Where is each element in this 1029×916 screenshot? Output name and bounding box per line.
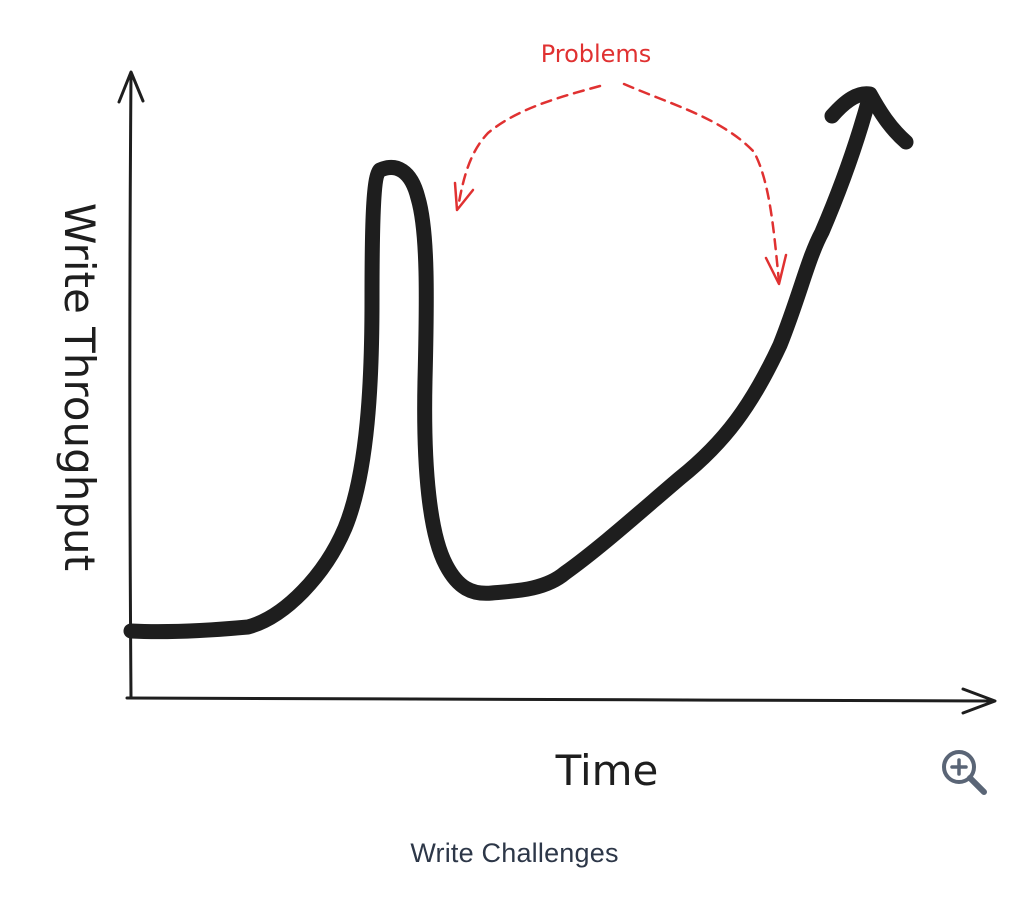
problem-arrowhead-right xyxy=(764,253,788,286)
x-axis xyxy=(125,687,997,715)
problem-arrowhead-left xyxy=(453,181,475,212)
problem-arrows xyxy=(453,82,788,286)
problems-label: Problems xyxy=(541,40,652,68)
x-axis-label: Time xyxy=(555,746,659,795)
problem-arrow-right xyxy=(622,82,781,284)
y-axis xyxy=(117,70,145,700)
throughput-curve xyxy=(123,86,914,640)
zoom-in-icon xyxy=(942,750,987,795)
problem-arrow-left xyxy=(456,84,602,210)
figure-caption: Write Challenges xyxy=(410,838,619,868)
zoom-button[interactable] xyxy=(938,746,992,798)
y-axis-label: Write Throughput xyxy=(55,203,104,571)
